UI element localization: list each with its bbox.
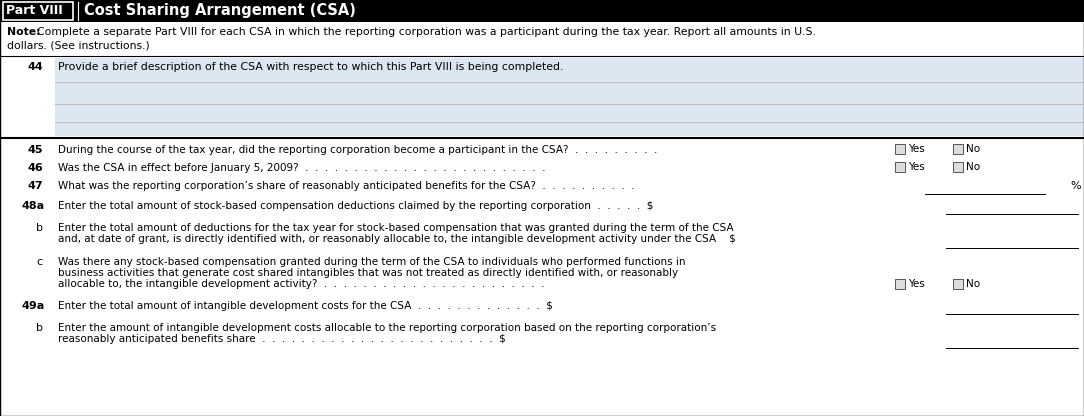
Text: During the course of the tax year, did the reporting corporation become a partic: During the course of the tax year, did t…: [59, 145, 657, 155]
Text: b: b: [36, 223, 43, 233]
Text: allocable to, the intangible development activity?  .  .  .  .  .  .  .  .  .  .: allocable to, the intangible development…: [59, 279, 544, 289]
Text: No: No: [966, 279, 980, 289]
Text: Note:: Note:: [7, 27, 40, 37]
Text: Cost Sharing Arrangement (CSA): Cost Sharing Arrangement (CSA): [83, 3, 356, 18]
Bar: [3, 2, 73, 20]
Bar: [895, 279, 905, 289]
Text: Enter the total amount of deductions for the tax year for stock-based compensati: Enter the total amount of deductions for…: [59, 223, 734, 233]
Text: business activities that generate cost shared intangibles that was not treated a: business activities that generate cost s…: [59, 268, 679, 278]
Text: Provide a brief description of the CSA with respect to which this Part VIII is b: Provide a brief description of the CSA w…: [59, 62, 564, 72]
Bar: [953, 162, 963, 172]
Text: 45: 45: [28, 145, 43, 155]
Text: and, at date of grant, is directly identified with, or reasonably allocable to, : and, at date of grant, is directly ident…: [59, 234, 736, 244]
Text: Was the CSA in effect before January 5, 2009?  .  .  .  .  .  .  .  .  .  .  .  : Was the CSA in effect before January 5, …: [59, 163, 545, 173]
Text: 46: 46: [28, 163, 43, 173]
Text: Yes: Yes: [908, 162, 925, 172]
Text: dollars. (See instructions.): dollars. (See instructions.): [7, 40, 150, 50]
Text: b: b: [36, 323, 43, 333]
Bar: [0, 22, 1084, 56]
Text: Enter the total amount of stock-based compensation deductions claimed by the rep: Enter the total amount of stock-based co…: [59, 201, 654, 211]
Text: Was there any stock-based compensation granted during the term of the CSA to ind: Was there any stock-based compensation g…: [59, 257, 685, 267]
Text: 44: 44: [28, 62, 43, 72]
Bar: [895, 162, 905, 172]
Text: Yes: Yes: [908, 279, 925, 289]
Bar: [953, 144, 963, 154]
Bar: [0, 0, 1084, 22]
Bar: [895, 144, 905, 154]
Text: c: c: [36, 257, 42, 267]
Bar: [953, 279, 963, 289]
Text: No: No: [966, 162, 980, 172]
Text: %: %: [1070, 181, 1081, 191]
Text: 49a: 49a: [22, 301, 46, 311]
Text: Yes: Yes: [908, 144, 925, 154]
Text: reasonably anticipated benefits share  .  .  .  .  .  .  .  .  .  .  .  .  .  . : reasonably anticipated benefits share . …: [59, 334, 506, 344]
Text: 47: 47: [28, 181, 43, 191]
Text: Part VIII: Part VIII: [7, 5, 63, 17]
Text: Enter the total amount of intangible development costs for the CSA  .  .  .  .  : Enter the total amount of intangible dev…: [59, 301, 553, 311]
Text: What was the reporting corporation’s share of reasonably anticipated benefits fo: What was the reporting corporation’s sha…: [59, 181, 634, 191]
Text: Complete a separate Part VIII for each CSA in which the reporting corporation wa: Complete a separate Part VIII for each C…: [37, 27, 816, 37]
Bar: [55, 58, 1084, 136]
Text: 48a: 48a: [22, 201, 46, 211]
Text: No: No: [966, 144, 980, 154]
Text: Enter the amount of intangible development costs allocable to the reporting corp: Enter the amount of intangible developme…: [59, 323, 717, 333]
